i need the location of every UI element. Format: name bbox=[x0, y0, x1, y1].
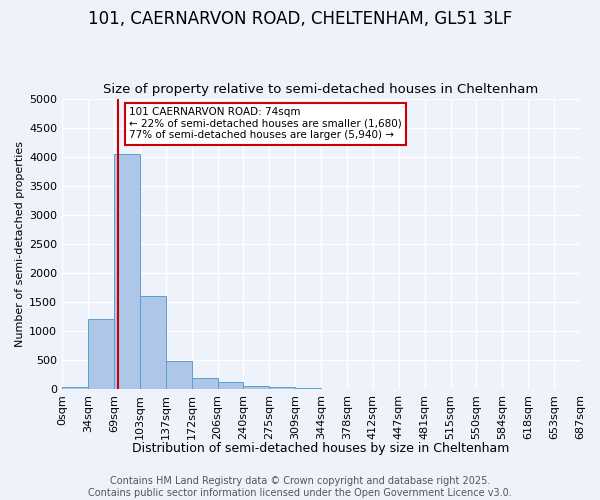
Bar bbox=[140, 296, 166, 389]
Bar bbox=[321, 388, 347, 389]
Text: 101, CAERNARVON ROAD, CHELTENHAM, GL51 3LF: 101, CAERNARVON ROAD, CHELTENHAM, GL51 3… bbox=[88, 10, 512, 28]
Bar bbox=[166, 362, 191, 389]
Bar bbox=[88, 320, 114, 389]
Bar bbox=[269, 387, 295, 389]
Title: Size of property relative to semi-detached houses in Cheltenham: Size of property relative to semi-detach… bbox=[103, 83, 539, 96]
Bar bbox=[191, 378, 218, 389]
Text: Contains HM Land Registry data © Crown copyright and database right 2025.
Contai: Contains HM Land Registry data © Crown c… bbox=[88, 476, 512, 498]
Bar bbox=[62, 388, 88, 389]
Bar bbox=[218, 382, 244, 389]
Y-axis label: Number of semi-detached properties: Number of semi-detached properties bbox=[15, 141, 25, 347]
Bar bbox=[114, 154, 140, 389]
Text: 101 CAERNARVON ROAD: 74sqm
← 22% of semi-detached houses are smaller (1,680)
77%: 101 CAERNARVON ROAD: 74sqm ← 22% of semi… bbox=[130, 108, 402, 140]
Bar bbox=[244, 386, 269, 389]
Bar bbox=[295, 388, 321, 389]
X-axis label: Distribution of semi-detached houses by size in Cheltenham: Distribution of semi-detached houses by … bbox=[133, 442, 510, 455]
